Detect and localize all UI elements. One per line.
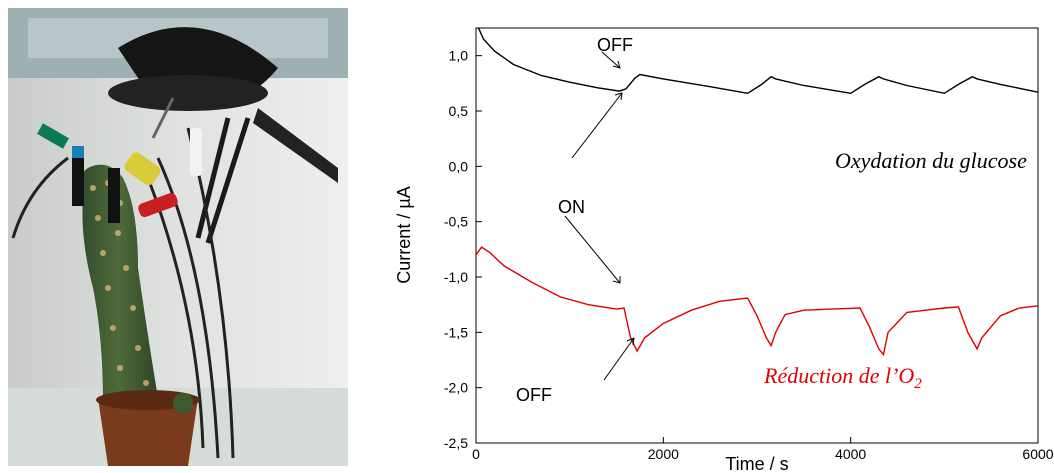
clip-black-2 <box>108 168 120 223</box>
clip-red <box>138 192 178 218</box>
annotation-reduction-subscript: 2 <box>914 376 922 392</box>
lamp-support-2 <box>205 117 251 244</box>
arrow-on-head <box>612 276 621 284</box>
y-tick-label: 0,0 <box>449 158 469 174</box>
annotation-off-bottom: OFF <box>516 385 552 405</box>
arrow-on <box>564 215 621 284</box>
wire-2 <box>156 157 220 459</box>
current-vs-time-chart: -2,5 -2,0 -1,5 -1,0 -0,5 0,0 0,5 1,0 0 2000 4000 6… <box>394 27 1054 473</box>
lamp-support-1 <box>195 117 231 239</box>
arrow-off-top <box>601 51 621 69</box>
annotation-reduction-text: Réduction de l’O <box>763 363 914 388</box>
clip-green <box>37 123 69 149</box>
flower-pot <box>98 398 198 466</box>
wire-1 <box>11 156 69 239</box>
clip-black-1 <box>72 146 84 206</box>
cactus-electrodes-photo <box>8 8 348 466</box>
annotation-on: ON <box>558 197 585 217</box>
y-axis-ticks: -2,5 -2,0 -1,5 -1,0 -0,5 0,0 0,5 1,0 <box>444 48 482 451</box>
y-axis-title: Current / µA <box>394 186 414 283</box>
x-tick-label: 4000 <box>835 446 866 462</box>
clip-white <box>190 128 202 176</box>
arrow-off-bottom <box>603 337 635 381</box>
x-tick-label: 0 <box>472 446 480 462</box>
y-tick-label: -2,0 <box>444 380 468 396</box>
arrow-oxidation-head <box>614 92 623 101</box>
y-tick-label: 1,0 <box>449 48 469 64</box>
series-line-oxidation <box>477 28 1038 95</box>
cactus-body <box>79 164 158 403</box>
y-tick-label: -1,0 <box>444 269 468 285</box>
y-tick-label: -1,5 <box>444 324 468 340</box>
lamp-rim <box>108 75 268 111</box>
annotation-off-top: OFF <box>597 35 633 55</box>
arrow-oxidation <box>571 92 623 159</box>
x-axis-title: Time / s <box>725 454 788 473</box>
y-tick-label: 0,5 <box>449 103 469 119</box>
annotation-arrows <box>564 51 635 381</box>
series-layer <box>476 28 1038 357</box>
clip-yellow <box>124 152 161 186</box>
plot-area: -2,5 -2,0 -1,5 -1,0 -0,5 0,0 0,5 1,0 0 2000 4000 6… <box>444 27 1054 462</box>
wire-5 <box>151 97 175 139</box>
x-tick-label: 6000 <box>1022 446 1053 462</box>
small-cactus <box>173 393 193 413</box>
arrow-off-bottom-head <box>626 337 635 346</box>
plot-frame <box>475 27 1039 444</box>
lamp-arm <box>253 108 338 183</box>
x-axis-ticks: 0 2000 4000 6000 <box>472 437 1054 462</box>
clip-blue-tip <box>72 146 84 158</box>
x-tick-label: 2000 <box>648 446 679 462</box>
annotation-oxidation: Oxydation du glucose <box>835 148 1027 173</box>
arrow-off-top-head <box>612 60 621 69</box>
annotation-reduction: Réduction de l’O2 <box>763 363 922 392</box>
series-line-reduction <box>476 246 1038 357</box>
y-tick-label: -2,5 <box>444 435 468 451</box>
y-tick-label: -0,5 <box>444 214 468 230</box>
